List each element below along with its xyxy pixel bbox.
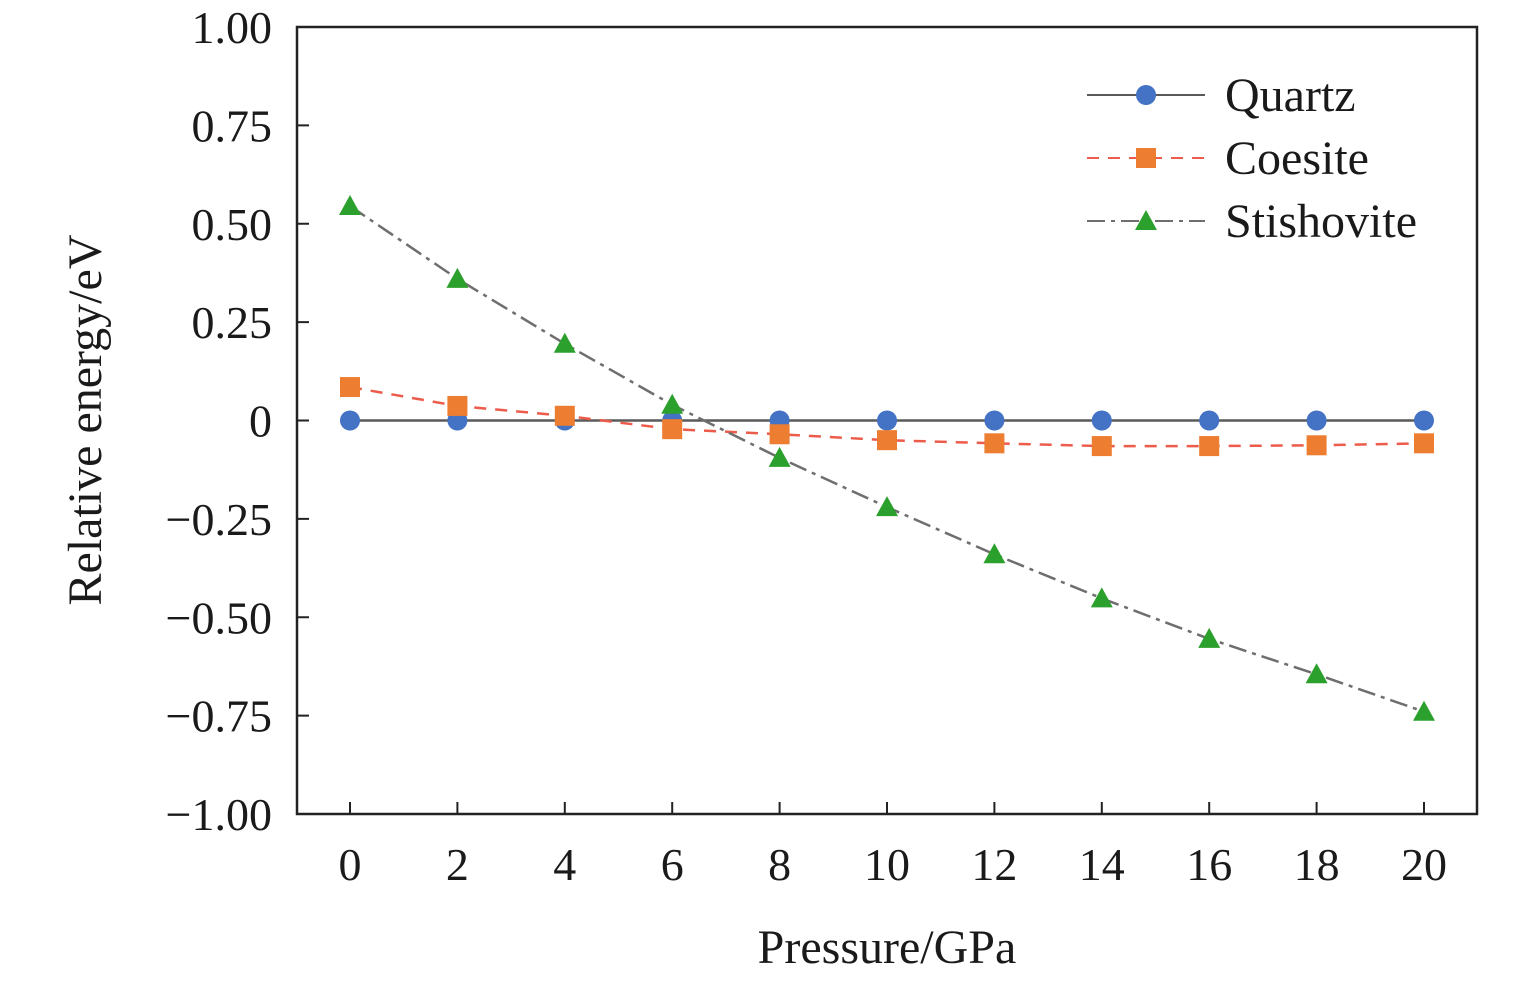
data-point-coesite[interactable] bbox=[447, 395, 468, 416]
data-point-coesite[interactable] bbox=[769, 424, 790, 445]
data-point-coesite[interactable] bbox=[984, 433, 1005, 454]
data-point-quartz[interactable] bbox=[1306, 410, 1327, 431]
y-tick-label: −0.25 bbox=[166, 494, 272, 545]
x-tick-label: 4 bbox=[553, 839, 576, 890]
y-tick-label: −0.50 bbox=[166, 592, 272, 643]
x-tick-label: 14 bbox=[1079, 839, 1125, 890]
y-axis-ticks: 1.00 0.75 0.50 0.25 0 −0.25 −0.50 −0.75 −1.00 bbox=[166, 2, 309, 840]
data-point-stishovite[interactable] bbox=[446, 267, 469, 288]
legend-label-quartz: Quartz bbox=[1225, 69, 1356, 122]
data-point-coesite[interactable] bbox=[1306, 435, 1327, 456]
y-tick-label: −1.00 bbox=[166, 789, 272, 840]
data-point-quartz[interactable] bbox=[1199, 410, 1220, 431]
data-point-quartz[interactable] bbox=[877, 410, 897, 431]
data-point-stishovite[interactable] bbox=[661, 393, 684, 414]
y-axis-title: Relative energy/eV bbox=[59, 234, 112, 605]
legend-entry-coesite[interactable]: Coesite bbox=[1087, 132, 1369, 185]
x-tick-label: 12 bbox=[971, 839, 1017, 890]
data-point-coesite[interactable] bbox=[1091, 436, 1112, 457]
data-point-quartz[interactable] bbox=[984, 410, 1005, 431]
x-tick-label: 0 bbox=[339, 839, 362, 890]
legend-label-stishovite: Stishovite bbox=[1225, 195, 1417, 248]
data-point-coesite[interactable] bbox=[1414, 433, 1434, 454]
data-point-stishovite[interactable] bbox=[1090, 587, 1113, 608]
x-tick-label: 18 bbox=[1294, 839, 1340, 890]
x-tick-label: 20 bbox=[1401, 839, 1447, 890]
series-lines bbox=[349, 205, 1425, 713]
x-tick-label: 8 bbox=[768, 839, 791, 890]
data-point-coesite[interactable] bbox=[554, 405, 575, 426]
data-point-stishovite[interactable] bbox=[768, 446, 791, 467]
data-point-stishovite[interactable] bbox=[1305, 663, 1328, 684]
legend-entry-stishovite[interactable]: Stishovite bbox=[1087, 195, 1417, 248]
y-tick-label: 0 bbox=[249, 396, 272, 447]
legend-label-coesite: Coesite bbox=[1225, 132, 1369, 185]
series-markers bbox=[339, 195, 1435, 721]
y-tick-label: 1.00 bbox=[192, 2, 273, 53]
series-line-stishovite bbox=[349, 205, 1425, 713]
legend-marker-coesite bbox=[1136, 148, 1156, 168]
data-point-quartz[interactable] bbox=[1091, 410, 1112, 431]
x-axis-title: Pressure/GPa bbox=[758, 921, 1017, 974]
x-tick-label: 2 bbox=[446, 839, 469, 890]
y-tick-label: 0.50 bbox=[192, 199, 273, 250]
data-point-stishovite[interactable] bbox=[876, 496, 898, 517]
data-point-stishovite[interactable] bbox=[983, 543, 1006, 564]
y-tick-label: −0.75 bbox=[166, 691, 272, 742]
x-axis-ticks: 0 2 4 6 8 10 12 14 16 18 20 bbox=[339, 802, 1447, 890]
legend-marker-quartz bbox=[1136, 85, 1156, 105]
data-point-quartz[interactable] bbox=[340, 410, 360, 431]
data-point-stishovite[interactable] bbox=[1198, 627, 1221, 648]
legend: Quartz Coesite Stishovite bbox=[1087, 69, 1417, 248]
x-tick-label: 6 bbox=[661, 839, 684, 890]
data-point-coesite[interactable] bbox=[340, 377, 360, 398]
y-tick-label: 0.75 bbox=[192, 100, 273, 151]
data-point-stishovite[interactable] bbox=[339, 195, 361, 216]
data-point-coesite[interactable] bbox=[1199, 436, 1220, 457]
data-point-stishovite[interactable] bbox=[553, 332, 576, 353]
legend-marker-stishovite bbox=[1135, 210, 1157, 230]
data-point-coesite[interactable] bbox=[662, 419, 683, 440]
x-tick-label: 16 bbox=[1186, 839, 1232, 890]
x-tick-label: 10 bbox=[864, 839, 910, 890]
y-tick-label: 0.25 bbox=[192, 297, 273, 348]
data-point-stishovite[interactable] bbox=[1413, 700, 1435, 721]
data-point-coesite[interactable] bbox=[877, 430, 897, 451]
legend-entry-quartz[interactable]: Quartz bbox=[1087, 69, 1356, 122]
data-point-quartz[interactable] bbox=[1414, 410, 1434, 431]
